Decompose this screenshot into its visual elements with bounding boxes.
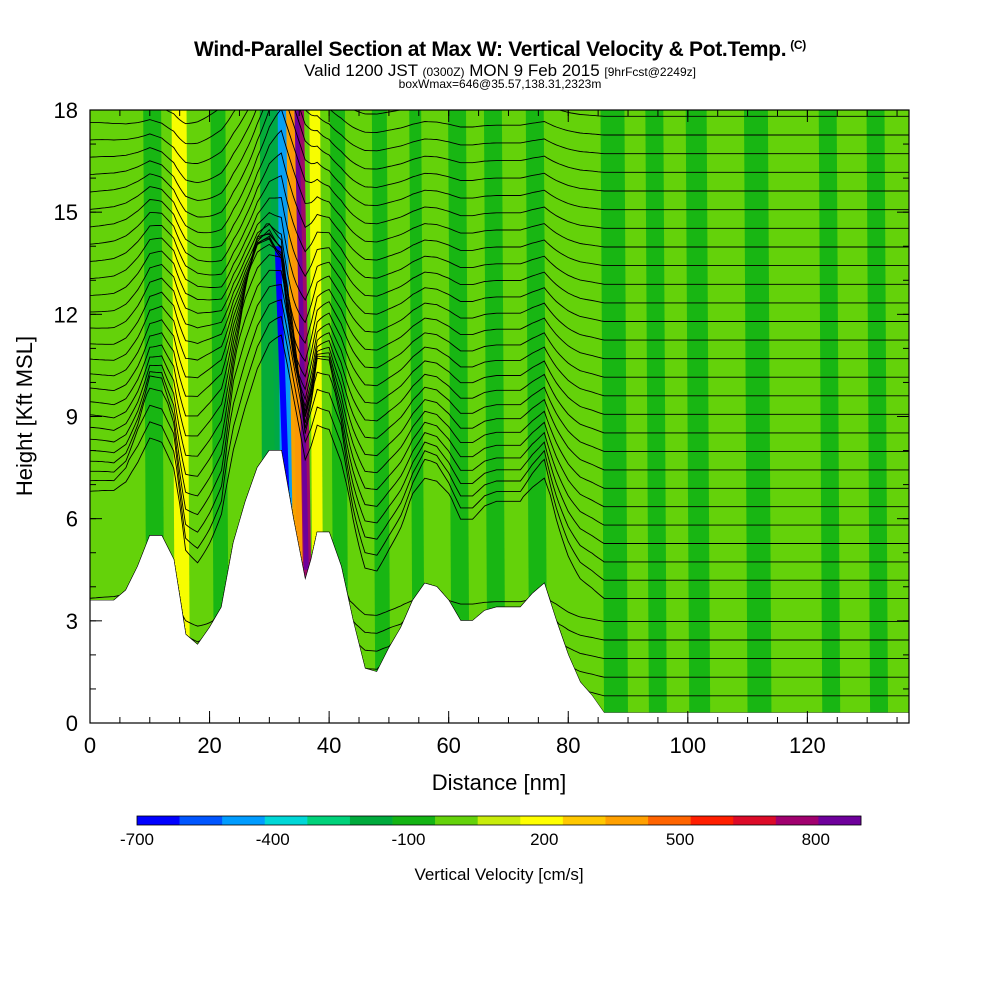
x-tick-label: 20 [197, 733, 221, 758]
velocity-band [866, 110, 889, 723]
colorbar-swatch [179, 816, 223, 825]
theta-contour [90, 129, 909, 249]
colorbar-tick-label: -700 [120, 830, 154, 849]
velocity-band [210, 110, 229, 723]
colorbar-swatch [733, 816, 777, 825]
colorbar-swatch [435, 816, 479, 825]
chart-title-text: Wind-Parallel Section at Max W: Vertical… [194, 38, 787, 61]
velocity-band [448, 110, 470, 723]
y-tick-label: 6 [66, 507, 78, 532]
x-tick-label: 40 [317, 733, 341, 758]
velocity-band [744, 110, 772, 723]
theta-contour [90, 110, 909, 201]
velocity-band [371, 110, 391, 723]
theta-contour [90, 315, 909, 581]
theta-contour [90, 110, 909, 184]
theta-contour [90, 211, 909, 322]
theta-contour [90, 254, 909, 508]
colorbar: -700 -400 -100 200 500 800 [120, 815, 862, 849]
chart-title: Wind-Parallel Section at Max W: Vertical… [0, 38, 1000, 62]
x-tick-label: 100 [669, 733, 706, 758]
colorbar-swatch [307, 816, 351, 825]
y-tick-label: 15 [54, 200, 78, 225]
velocity-band [645, 110, 667, 723]
y-tick-label: 18 [54, 98, 78, 123]
colorbar-tick-label: 500 [666, 830, 694, 849]
velocity-band [685, 110, 711, 723]
plot-area [90, 110, 909, 723]
x-tick-label: 0 [84, 733, 96, 758]
theta-contour [90, 238, 909, 397]
colorbar-swatch [349, 816, 393, 825]
x-tick-label: 120 [789, 733, 826, 758]
y-axis-title: Height [Kft MSL] [12, 336, 37, 496]
y-tick-label: 9 [66, 405, 78, 430]
theta-contour [90, 110, 909, 145]
box-info: boxWmax=646@35.57,138.31,2323m [398, 77, 602, 91]
y-tick-label: 0 [66, 711, 78, 736]
updraft-core [294, 110, 309, 570]
colorbar-swatch [775, 816, 819, 825]
colorbar-swatch [392, 816, 436, 825]
copyright-mark: (C) [790, 38, 806, 52]
valid-utc: (0300Z) [422, 65, 465, 79]
colorbar-tick-label: -400 [256, 830, 290, 849]
y-tick-label: 3 [66, 609, 78, 634]
x-tick-label: 60 [436, 733, 460, 758]
theta-contour [90, 233, 909, 471]
colorbar-swatch [648, 816, 691, 825]
velocity-band [409, 110, 425, 723]
x-tick-label: 80 [556, 733, 580, 758]
axes: 0 20 40 60 80 100 120 0 3 6 9 12 15 18 [54, 98, 910, 758]
colorbar-swatch [137, 816, 180, 825]
valid-time-line: Valid 1200 JST (0300Z) MON 9 Feb 2015 [9… [0, 61, 1000, 81]
valid-prefix: Valid 1200 JST [304, 61, 418, 80]
theta-contour [90, 152, 909, 267]
theta-contour [90, 299, 909, 563]
theta-contour [90, 237, 909, 378]
theta-contour [90, 232, 909, 360]
colorbar-swatch [477, 816, 521, 825]
theta-contour [90, 269, 909, 526]
x-axis-title: Distance [nm] [432, 770, 567, 795]
theta-contour [90, 243, 909, 489]
colorbar-tick-label: 200 [530, 830, 558, 849]
colorbar-title: Vertical Velocity [cm/s] [414, 865, 583, 884]
downdraft-core [274, 246, 291, 519]
theta-contour [90, 110, 909, 164]
theta-contour [90, 110, 909, 218]
colorbar-swatch [690, 816, 734, 825]
velocity-band [525, 110, 548, 723]
theta-contour [90, 223, 909, 452]
forecast-info: [9hrFcst@2249z] [604, 65, 696, 79]
colorbar-tick-label: 800 [802, 830, 830, 849]
theta-contour [90, 284, 909, 544]
colorbar-swatch [264, 816, 308, 825]
theta-contour [90, 223, 909, 341]
y-tick-label: 12 [54, 302, 78, 327]
colorbar-swatch [520, 816, 564, 825]
theta-contour [165, 110, 909, 125]
colorbar-swatch [818, 816, 862, 825]
velocity-band [600, 110, 629, 723]
theta-contour [90, 175, 909, 285]
theta-contour [90, 228, 909, 434]
velocity-band [818, 110, 841, 723]
theta-contour [90, 197, 909, 304]
theta-contour [90, 110, 909, 234]
terrain [90, 450, 909, 723]
colorbar-swatch [562, 816, 606, 825]
valid-date: MON 9 Feb 2015 [469, 61, 600, 80]
colorbar-swatch [222, 816, 266, 825]
theta-contour [90, 235, 909, 415]
colorbar-swatch [605, 816, 649, 825]
colorbar-tick-label: -100 [391, 830, 425, 849]
colorbar-frame [136, 815, 862, 826]
velocity-field [90, 110, 909, 723]
theta-contour [90, 334, 909, 599]
velocity-band [483, 110, 506, 723]
